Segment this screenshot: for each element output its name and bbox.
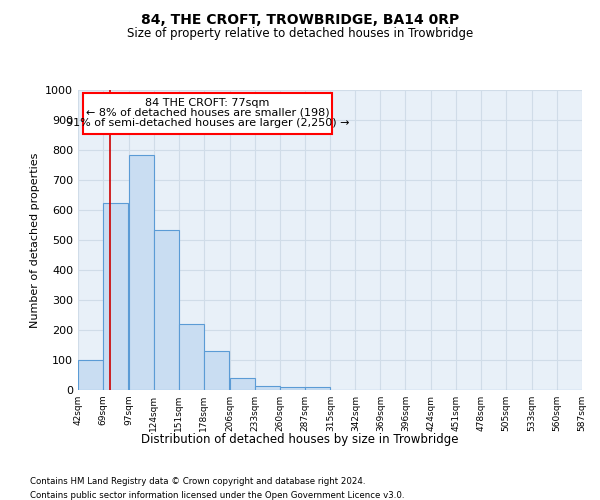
Text: 91% of semi-detached houses are larger (2,250) →: 91% of semi-detached houses are larger (… bbox=[66, 118, 349, 128]
FancyBboxPatch shape bbox=[83, 93, 332, 134]
Bar bbox=[129, 154, 154, 390]
Bar bbox=[230, 378, 254, 390]
Text: Contains public sector information licensed under the Open Government Licence v3: Contains public sector information licen… bbox=[30, 491, 404, 500]
Text: Contains HM Land Registry data © Crown copyright and database right 2024.: Contains HM Land Registry data © Crown c… bbox=[30, 478, 365, 486]
Bar bbox=[154, 230, 179, 390]
Bar bbox=[254, 386, 280, 390]
Bar bbox=[280, 387, 305, 390]
Text: ← 8% of detached houses are smaller (198): ← 8% of detached houses are smaller (198… bbox=[86, 108, 329, 118]
Bar bbox=[305, 387, 329, 390]
Bar bbox=[179, 324, 204, 390]
Y-axis label: Number of detached properties: Number of detached properties bbox=[29, 152, 40, 328]
Text: Distribution of detached houses by size in Trowbridge: Distribution of detached houses by size … bbox=[141, 432, 459, 446]
Text: 84, THE CROFT, TROWBRIDGE, BA14 0RP: 84, THE CROFT, TROWBRIDGE, BA14 0RP bbox=[141, 12, 459, 26]
Text: 84 THE CROFT: 77sqm: 84 THE CROFT: 77sqm bbox=[145, 98, 269, 108]
Bar bbox=[204, 351, 229, 390]
Text: Size of property relative to detached houses in Trowbridge: Size of property relative to detached ho… bbox=[127, 28, 473, 40]
Bar bbox=[78, 360, 103, 390]
Bar bbox=[103, 202, 128, 390]
